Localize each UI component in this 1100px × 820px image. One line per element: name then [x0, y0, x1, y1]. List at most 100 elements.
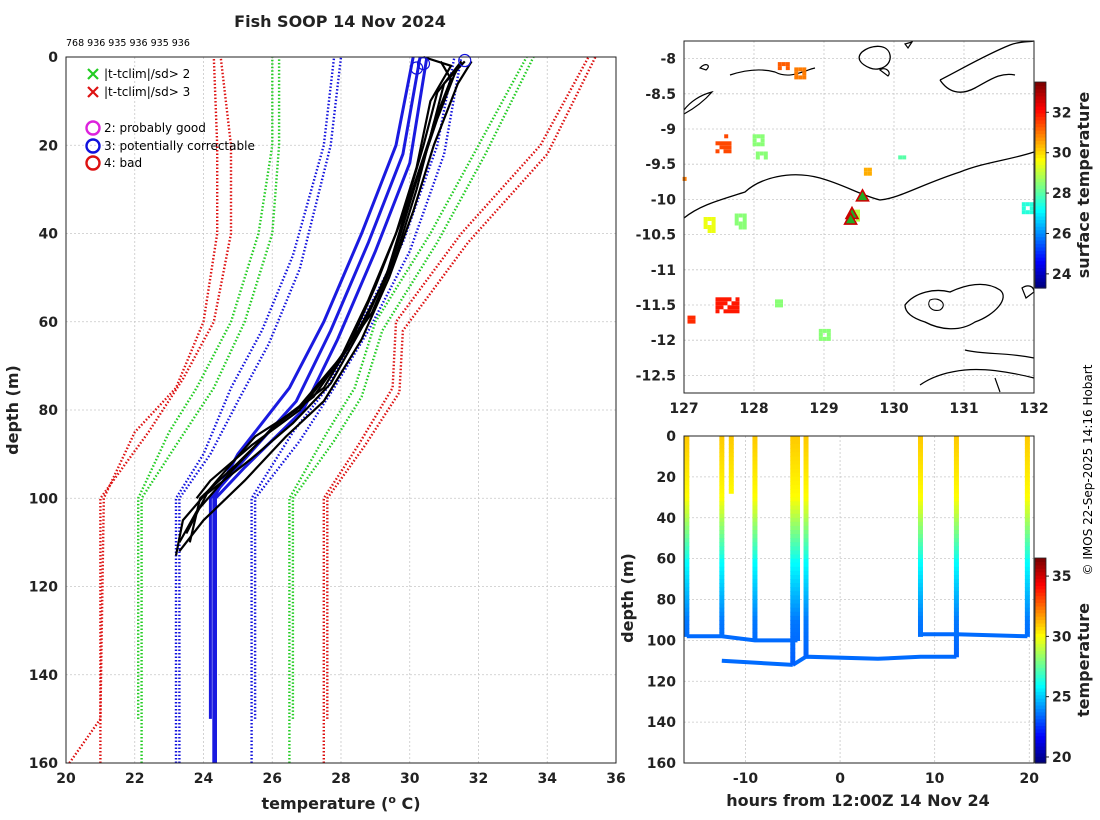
- cast-sample: [1024, 583, 1030, 588]
- cast-sample: [752, 558, 758, 564]
- profile-y-tick-label: 140: [29, 668, 58, 684]
- sst-pixel: [742, 221, 747, 226]
- profile-x-tick-label: 28: [331, 771, 350, 787]
- sst-pixel: [707, 225, 712, 229]
- sst-pixel: [759, 151, 764, 156]
- cast-sample: [1024, 534, 1030, 539]
- colorbar-band: [1035, 130, 1046, 135]
- sst-pixel: [715, 297, 720, 302]
- cast-sample: [795, 448, 801, 453]
- cast-sample: [719, 550, 725, 556]
- colorbar-band: [1035, 277, 1046, 282]
- cast-sample: [752, 464, 758, 470]
- map-lat-tick-label: -8: [660, 52, 676, 68]
- cast-sample: [790, 611, 796, 617]
- cast-sample: [803, 460, 809, 466]
- cast-sample: [953, 542, 959, 547]
- xbt-cast: [953, 436, 959, 658]
- sst-patch: [755, 151, 768, 160]
- cast-sample: [752, 452, 758, 458]
- cast-sample: [803, 619, 809, 625]
- sst-pixel: [715, 305, 720, 310]
- xbt-cast: [719, 436, 725, 637]
- cast-sample: [684, 436, 690, 441]
- cast-sample: [953, 591, 959, 596]
- cast-sample: [803, 530, 809, 535]
- cast-sample: [1024, 566, 1030, 572]
- cast-sample: [953, 636, 959, 641]
- cast-sample: [684, 534, 690, 539]
- cast-sample: [803, 611, 809, 617]
- cast-sample: [803, 583, 809, 588]
- cast-sample: [953, 538, 959, 543]
- cast-sample: [795, 460, 801, 466]
- cast-sample: [1024, 509, 1030, 515]
- cast-sample: [953, 611, 959, 617]
- cast-sample: [684, 628, 690, 633]
- cast-sample: [684, 509, 690, 515]
- cast-sample: [803, 448, 809, 453]
- profile-axes-frame: [65, 56, 617, 764]
- profile-y-tick-label: 120: [29, 580, 58, 596]
- cast-sample: [803, 652, 809, 658]
- cast-sample: [719, 468, 725, 474]
- cast-sample: [803, 562, 809, 568]
- sst-pixel: [785, 66, 790, 71]
- sst-pixel: [781, 62, 786, 67]
- colorbar-band: [1035, 284, 1046, 289]
- cast-sample: [752, 599, 758, 605]
- clim-plus-1sd-a: [250, 56, 456, 763]
- sst-pixel: [1021, 206, 1026, 211]
- cast-sample: [684, 448, 690, 453]
- cast-sample: [719, 440, 725, 445]
- colorbar-band: [1035, 640, 1046, 645]
- cast-sample: [719, 464, 725, 470]
- cast-sample: [1024, 456, 1030, 462]
- colorbar-band: [1035, 701, 1046, 706]
- cast-sample: [719, 546, 725, 552]
- sst-pixel: [742, 225, 747, 230]
- clim-plus-2sd-a: [288, 56, 528, 763]
- cast-sample: [684, 460, 690, 466]
- sst-pixel: [723, 297, 728, 302]
- cast-sample: [1024, 505, 1030, 511]
- colorbar-band: [1035, 558, 1046, 563]
- cast-sample: [752, 436, 758, 441]
- cast-sample: [752, 603, 758, 609]
- cast-sample: [790, 607, 796, 613]
- sst-pixel: [775, 299, 779, 304]
- cast-sample: [790, 660, 796, 666]
- sst-pixel: [735, 305, 740, 310]
- cast-sample: [684, 542, 690, 547]
- cast-sample: [803, 517, 809, 523]
- cast-sample: [684, 583, 690, 588]
- sst-pixel: [723, 141, 728, 146]
- cast-sample: [795, 538, 801, 543]
- legend-label: |t-tclim|/sd> 2: [104, 67, 190, 81]
- cast-sample: [790, 525, 796, 531]
- colorbar-band: [1035, 681, 1046, 686]
- section-y-tick-label: 120: [647, 674, 676, 690]
- cast-sample: [752, 579, 758, 584]
- cast-sample: [752, 525, 758, 531]
- sst-pixel: [856, 209, 860, 214]
- clim-minus-1sd-b: [178, 56, 343, 763]
- cast-sample: [790, 489, 796, 494]
- cast-sample: [1024, 472, 1030, 478]
- cast-sample: [790, 534, 796, 539]
- profile-y-tick-label: 0: [48, 50, 58, 66]
- cast-sample: [795, 554, 801, 560]
- colorbar-band: [1035, 226, 1046, 231]
- cast-sample: [795, 632, 801, 637]
- cast-sample: [752, 472, 758, 478]
- cast-sample: [790, 640, 796, 646]
- cast-sample: [795, 525, 801, 531]
- cast-sample: [684, 530, 690, 535]
- cast-sample: [917, 456, 923, 462]
- cast-sample: [719, 538, 725, 543]
- sst-pixel: [1021, 202, 1026, 207]
- colorbar-band: [1035, 718, 1046, 723]
- colorbar-band: [1035, 595, 1046, 600]
- cast-sample: [684, 611, 690, 617]
